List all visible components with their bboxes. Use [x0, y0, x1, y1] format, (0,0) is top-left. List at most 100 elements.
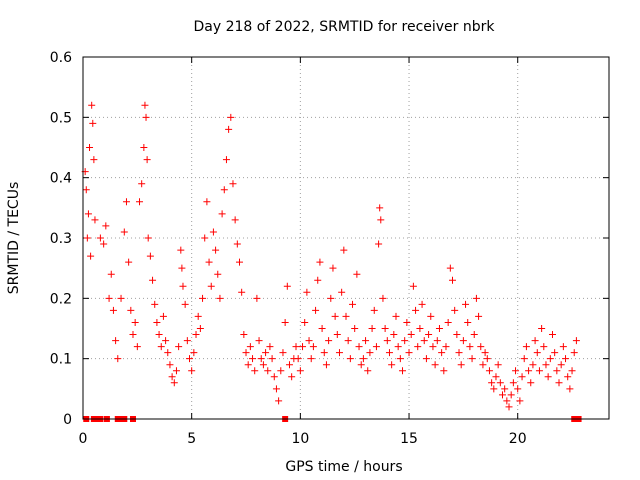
data-point: [82, 186, 90, 194]
data-point: [190, 349, 198, 357]
data-point: [451, 306, 459, 314]
data-point: [568, 367, 576, 375]
x-tick-label: 15: [400, 431, 418, 447]
x-tick-label: 0: [79, 431, 88, 447]
data-point: [231, 216, 239, 224]
data-point: [153, 318, 161, 326]
data-point: [294, 355, 302, 363]
data-point: [117, 294, 125, 302]
data-point: [475, 312, 483, 320]
data-point: [377, 216, 385, 224]
data-point: [292, 343, 300, 351]
data-point: [483, 355, 491, 363]
data-points: [81, 101, 582, 422]
y-tick-label: 0.2: [50, 291, 72, 307]
data-point: [131, 318, 139, 326]
plot-frame: [82, 56, 610, 420]
grid-layer: [83, 57, 609, 419]
data-point: [394, 343, 402, 351]
y-axis-label: SRMTID / TECUs: [6, 182, 22, 295]
data-point: [355, 343, 363, 351]
data-point: [255, 337, 263, 345]
data-point: [520, 355, 528, 363]
data-point: [142, 113, 150, 121]
data-point: [238, 288, 246, 296]
data-point: [227, 113, 235, 121]
data-point: [485, 367, 493, 375]
data-point: [268, 355, 276, 363]
data-point: [136, 198, 144, 206]
data-point: [205, 258, 213, 266]
data-point: [288, 373, 296, 381]
data-point: [277, 367, 285, 375]
data-point: [259, 361, 267, 369]
data-point: [122, 198, 130, 206]
data-point: [105, 294, 113, 302]
data-point: [433, 337, 441, 345]
data-point: [544, 373, 552, 381]
data-point: [320, 349, 328, 357]
data-point: [525, 367, 533, 375]
data-point: [275, 397, 283, 405]
data-point: [120, 228, 128, 236]
data-point: [383, 337, 391, 345]
data-point: [164, 349, 172, 357]
data-point: [186, 355, 194, 363]
data-point: [416, 325, 424, 332]
data-point: [338, 288, 346, 296]
data-point: [270, 373, 278, 381]
data-point: [100, 240, 108, 248]
data-point: [87, 252, 95, 260]
data-point: [249, 355, 257, 363]
data-point: [512, 367, 520, 375]
data-point: [335, 349, 343, 357]
data-point: [296, 367, 304, 375]
data-point: [84, 210, 92, 218]
data-point: [459, 337, 467, 345]
data-point: [203, 198, 211, 206]
data-point: [279, 349, 287, 357]
data-point: [151, 300, 159, 308]
data-point: [96, 234, 104, 242]
data-point: [159, 312, 167, 320]
data-point: [157, 343, 165, 351]
data-point: [570, 349, 578, 357]
y-tick-label: 0.5: [50, 110, 72, 126]
data-point: [266, 343, 274, 351]
data-point: [407, 331, 415, 339]
data-point: [212, 246, 220, 254]
data-point: [366, 349, 374, 357]
y-tick-label: 0.4: [50, 171, 72, 187]
data-point: [112, 337, 120, 345]
data-point: [379, 294, 387, 302]
data-point: [246, 343, 254, 351]
data-point: [175, 343, 183, 351]
y-tick-label: 0.6: [50, 50, 72, 66]
data-point: [444, 318, 452, 326]
data-point: [149, 276, 157, 284]
data-point: [305, 337, 313, 345]
data-point: [390, 331, 398, 339]
data-point: [229, 180, 237, 188]
data-point: [344, 337, 352, 345]
data-point: [412, 306, 420, 314]
data-point: [507, 391, 515, 399]
data-point: [331, 312, 339, 320]
data-point: [542, 361, 550, 369]
data-point: [207, 282, 215, 290]
data-point: [299, 343, 307, 351]
data-point: [533, 349, 541, 357]
data-point: [518, 373, 526, 381]
data-point: [442, 343, 450, 351]
data-point: [307, 355, 315, 363]
data-point: [285, 361, 293, 369]
data-point: [488, 379, 496, 387]
data-point: [272, 385, 280, 393]
data-point: [181, 300, 189, 308]
data-point: [125, 258, 133, 266]
data-point: [538, 325, 546, 332]
y-tick-label: 0.1: [50, 352, 72, 368]
data-point: [309, 343, 317, 351]
data-point: [333, 331, 341, 339]
